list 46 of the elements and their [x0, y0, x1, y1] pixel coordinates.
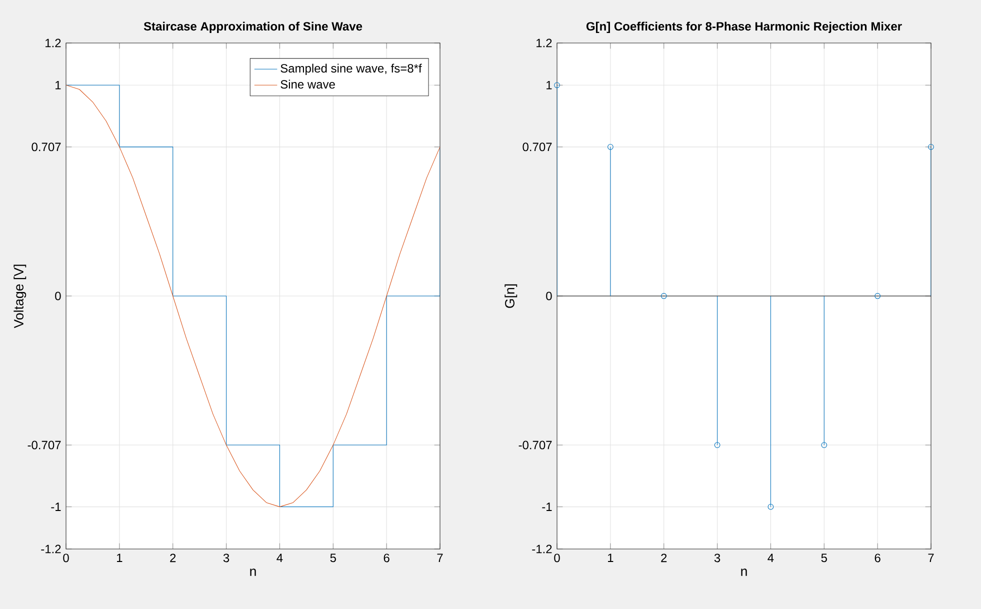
point — [821, 442, 828, 448]
x-tick-label: 6 — [384, 554, 390, 562]
x-tick-label: 7 — [928, 554, 934, 562]
y-tick-label: -1 — [51, 502, 61, 511]
y-tick-label: -0.707 — [518, 440, 552, 450]
x-tick-label: 3 — [223, 554, 230, 562]
x-axis-title: n — [250, 568, 256, 576]
y-tick-label: 1 — [546, 81, 552, 90]
x-tick-label: 3 — [714, 554, 720, 562]
y-tick-label: 1.2 — [536, 38, 552, 48]
point — [608, 144, 614, 150]
y-tick-label: -1.2 — [532, 544, 552, 554]
x-tick-label: 2 — [661, 554, 667, 562]
y-tick-label: 1 — [56, 81, 61, 90]
chart-title: Staircase Approximation of Sine Wave — [144, 22, 362, 33]
point — [660, 293, 667, 299]
x-axis-title: n — [741, 568, 747, 576]
point — [714, 442, 720, 448]
x-tick-label: 5 — [330, 554, 336, 562]
x-tick-label: 7 — [437, 554, 443, 562]
x-tick-label: 2 — [170, 554, 176, 562]
x-tick-label: 4 — [276, 554, 283, 562]
chart-title: G[n] Coefficients for 8-Phase Harmonic Rejection Mixer — [586, 22, 902, 33]
x-tick-label: 6 — [874, 554, 880, 562]
y-tick-label: 1.2 — [46, 38, 61, 48]
y-tick-label: -0.707 — [28, 440, 61, 450]
x-tick-label: 4 — [768, 554, 774, 562]
point — [928, 144, 934, 150]
y-tick-label: 0.707 — [32, 142, 61, 152]
x-tick-label: 0 — [554, 554, 560, 562]
point — [768, 504, 774, 510]
x-tick-label: 1 — [117, 554, 122, 562]
y-axis-title: Voltage [V] — [14, 264, 26, 328]
x-tick-label: 0 — [63, 554, 69, 562]
y-tick-label: 0.707 — [522, 142, 552, 152]
y-tick-label: 0 — [546, 292, 552, 300]
legend-label: Sine wave — [280, 80, 335, 89]
y-tick-label: 0 — [55, 292, 61, 300]
y-tick-label: -1.2 — [41, 544, 61, 554]
y-axis-title: G[n] — [504, 284, 518, 308]
point — [554, 82, 560, 88]
y-tick-label: -1 — [542, 502, 552, 511]
x-tick-label: 5 — [821, 554, 827, 562]
point — [874, 293, 881, 299]
legend-label: Sampled sine wave, fs=8*f — [280, 64, 422, 75]
x-tick-label: 1 — [608, 554, 614, 562]
